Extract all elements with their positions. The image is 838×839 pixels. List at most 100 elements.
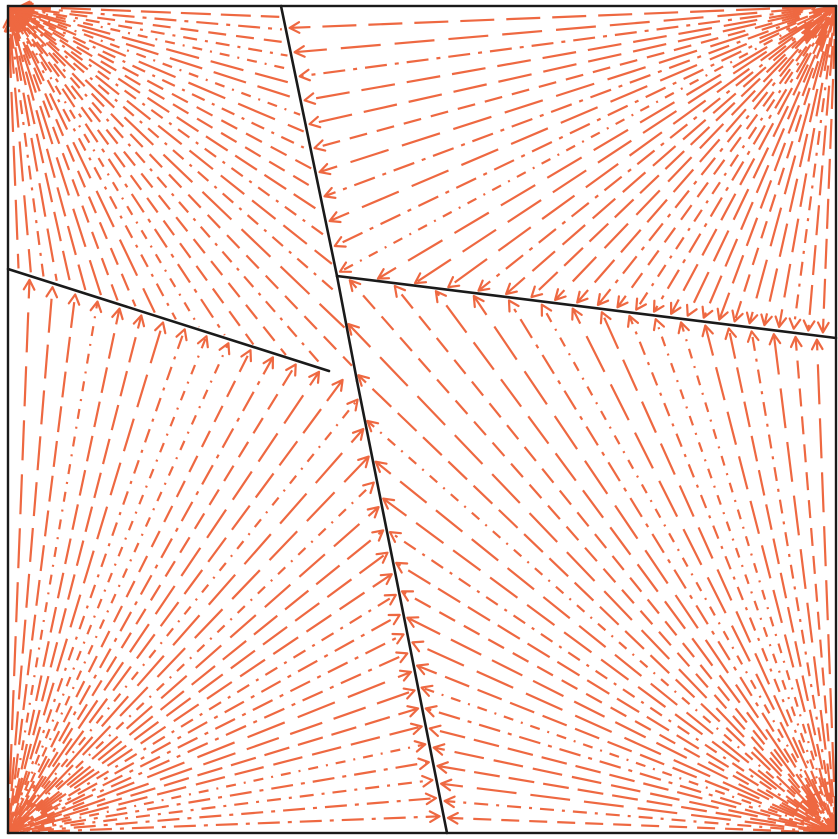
bottom-right-ray-22 [472,295,837,834]
bottom-right-arrowhead-4 [432,743,446,756]
top-left-ray-2 [7,4,285,44]
bottom-left-ray-1 [6,287,54,834]
bottom-left-ray-16 [7,428,365,834]
top-right-arrowhead-19 [477,279,491,292]
top-right-arrowhead-2 [788,317,802,330]
bottom-right-ray-17 [357,374,837,834]
bottom-right-ray-31 [727,328,838,834]
outer-frame [6,4,838,835]
bottom-right-arrowhead-3 [436,761,449,774]
bottom-left-ray-7 [6,328,186,834]
bottom-right-ray-1 [444,799,837,835]
top-left-ray-14 [7,5,333,265]
top-right-ray-7 [718,5,838,320]
bottom-left-arrowhead-3 [89,300,103,314]
bottom-left-arrowhead-23 [383,593,397,606]
top-left-ray-30 [6,5,58,281]
top-left-ray-24 [7,5,156,314]
top-right-arrowhead-5 [745,311,759,325]
top-left-ray-0 [7,4,280,18]
bottom-right-arrowhead-29 [677,321,690,335]
bottom-right-ray-16 [366,420,837,834]
bottom-left-ray-25 [7,633,404,834]
bottom-right-arrowhead-11 [400,590,415,602]
bottom-right-ray-6 [425,707,837,835]
bottom-left-ray-35 [7,815,440,835]
top-right-ray-21 [414,5,837,285]
top-right-arrowhead-22 [376,268,391,280]
bottom-left-arrowhead-27 [398,669,412,682]
top-left-ray-6 [7,4,298,100]
top-right-arrowhead-24 [333,236,347,248]
bottom-right-arrowhead-28 [652,318,666,332]
bottom-right-arrowhead-25 [571,307,583,321]
bottom-left-arrowhead-10 [240,349,252,363]
bottom-left-ray-13 [7,371,320,834]
top-right-ray-30 [304,4,837,102]
bottom-left-ray-26 [7,652,408,835]
bottom-left-arrowhead-29 [406,705,420,718]
top-left-ray-11 [7,5,317,191]
bottom-left-arrowhead-34 [424,792,438,806]
bottom-right-ray-5 [429,727,837,835]
top-left-ray-32 [6,5,32,273]
bottom-left-ray-20 [7,529,384,834]
top-right-arrowhead-15 [576,290,589,304]
top-right-arrowhead-10 [669,301,682,315]
boundary-line-2 [355,379,449,835]
top-right-arrowhead-20 [447,276,461,289]
bottom-right-ray-13 [389,531,837,834]
bottom-right-arrowhead-7 [420,684,434,697]
bottom-left-arrowhead-20 [371,529,385,542]
top-right-ray-20 [447,5,837,288]
bottom-right-ray-32 [750,331,838,834]
bottom-left-arrowhead-6 [154,321,167,335]
bottom-left-ray-18 [7,481,375,834]
bottom-left-ray-23 [7,593,397,834]
top-left-ray-26 [6,5,119,301]
bottom-left-ray-2 [6,294,77,834]
top-right-arrowhead-11 [652,299,665,313]
bottom-right-ray-25 [571,308,837,834]
bottom-right-ray-9 [411,641,837,835]
bottom-right-arrowhead-9 [411,640,425,653]
bottom-right-arrowhead-26 [599,311,612,325]
boundary-line-3 [6,267,331,373]
bottom-left-arrowhead-15 [346,398,359,412]
top-left-ray-29 [6,5,72,286]
top-left-ray-33 [6,5,20,269]
bottom-right-arrowhead-24 [540,303,553,317]
top-right-ray-10 [670,5,837,315]
bottom-left-ray-5 [6,315,143,834]
bottom-left-ray-6 [6,322,165,834]
bottom-left-ray-29 [7,707,419,835]
bottom-left-arrowhead-12 [285,363,297,377]
bottom-left-ray-28 [7,689,415,835]
top-left-ray-17 [7,5,353,367]
top-right-ray-13 [616,5,837,308]
top-right-arrowhead-13 [616,295,629,309]
top-right-arrowhead-31 [298,68,311,82]
top-right-ray-1 [807,5,838,331]
top-right-ray-19 [477,5,837,292]
bottom-right-ray-2 [440,782,837,835]
top-right-arrowhead-18 [505,282,518,296]
bottom-right-arrowhead-27 [626,314,640,328]
bottom-right-arrowhead-15 [374,460,388,473]
bottom-right-ray-19 [348,279,837,834]
bottom-left-arrowhead-24 [387,613,401,626]
boundary-line-4 [335,274,838,340]
bottom-right-arrowhead-30 [701,324,714,338]
top-right-ray-0 [821,5,838,333]
top-right-ray-22 [377,5,837,280]
bottom-right-ray-18 [347,323,837,834]
bottom-right-arrowhead-18 [347,323,360,336]
bottom-left-ray-30 [7,725,422,835]
top-right-arrowhead-33 [288,21,301,34]
bottom-right-ray-33 [772,334,838,834]
bottom-left-ray-32 [7,761,429,835]
bottom-right-arrowhead-19 [348,279,362,293]
bottom-right-ray-34 [794,336,838,834]
top-right-arrowhead-12 [635,297,648,311]
bottom-right-arrowhead-13 [388,530,402,544]
